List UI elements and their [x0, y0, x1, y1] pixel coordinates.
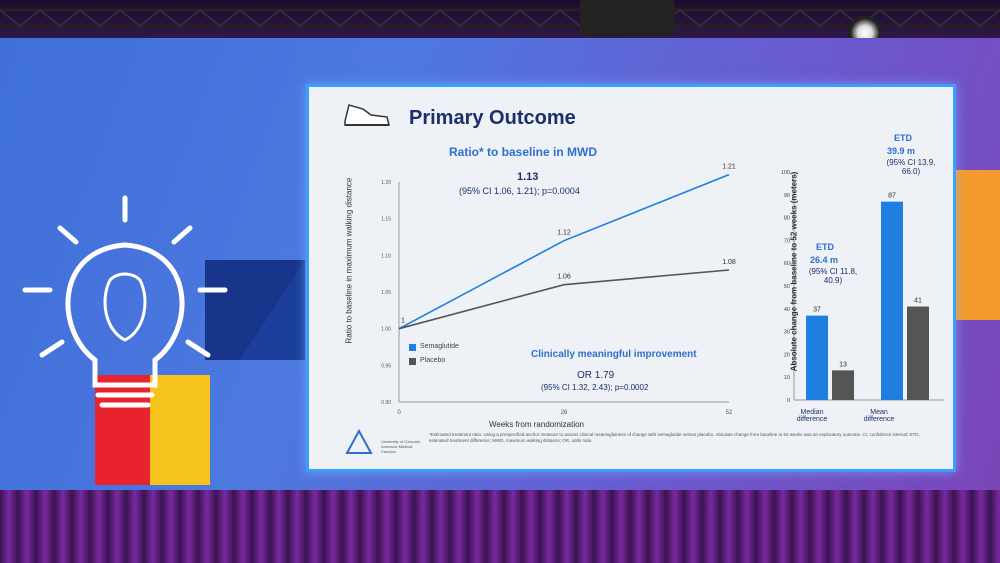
line-y-axis-label: Ratio to baseline in maximum walking dis…	[344, 177, 354, 344]
ratio-value: 1.13	[517, 171, 539, 183]
clinical-label: Clinically meaningful improvement	[531, 349, 697, 360]
bar-data-label: 87	[888, 193, 896, 200]
bar-y-tick-label: 50	[784, 284, 790, 290]
legend-placebo: Placebo	[420, 357, 446, 364]
bar-y-tick-label: 60	[784, 261, 790, 267]
line-data-label: 1.21	[722, 164, 736, 171]
footnote: *Estimated treatment ratio. Using a pres…	[429, 432, 920, 443]
bar-y-tick-label: 20	[784, 352, 790, 358]
lighting-truss	[0, 8, 1000, 28]
bar-data-label: 37	[813, 307, 821, 314]
etd2-label: ETD	[894, 133, 912, 143]
etd1-label: ETD	[816, 242, 834, 252]
line-y-tick-label: 0.95	[381, 363, 391, 369]
bar-semaglutide	[881, 201, 903, 400]
projector	[580, 0, 675, 36]
line-y-tick-label: 1.00	[381, 327, 391, 333]
line-data-label: 1	[401, 318, 405, 325]
ratio-ci: (95% CI 1.06, 1.21); p=0.0004	[459, 186, 580, 196]
bar-y-axis-label: Absolute change from baseline to 52 week…	[789, 171, 799, 372]
bar-y-tick-label: 80	[784, 216, 790, 222]
legend-semaglutide-swatch	[409, 344, 416, 351]
line-y-tick-label: 1.05	[381, 290, 391, 296]
bar-y-tick-label: 100	[781, 170, 790, 176]
line-chart-title: Ratio* to baseline in MWD	[449, 145, 598, 159]
etd2-value: 39.9 m	[887, 146, 916, 156]
bar-data-label: 41	[914, 298, 922, 305]
line-y-tick-label: 1.20	[381, 180, 391, 186]
projected-slide: Primary Outcome Ratio* to baseline in MW…	[306, 84, 956, 472]
logo-text: University of Colorado Anschutz Medical …	[381, 439, 421, 454]
line-series-placebo	[398, 269, 730, 330]
bar-semaglutide	[806, 315, 828, 400]
bar-y-tick-label: 70	[784, 238, 790, 244]
etd2-ci: (95% CI 13.9, 66.0)	[886, 158, 936, 176]
etd1-value: 26.4 m	[810, 255, 839, 265]
bar-y-tick-label: 30	[784, 330, 790, 336]
bar-y-tick-label: 90	[784, 193, 790, 199]
line-x-tick-label: 52	[726, 410, 733, 416]
slide-title: Primary Outcome	[409, 107, 576, 129]
line-data-label: 1.12	[557, 230, 571, 237]
bar-y-tick-label: 10	[784, 375, 790, 381]
bar-data-label: 13	[839, 361, 847, 368]
shoe-icon	[344, 104, 390, 126]
legend-semaglutide: Semaglutide	[420, 343, 459, 350]
or-ci: (95% CI 1.32, 2.43); p=0.0002	[541, 383, 649, 392]
line-x-tick-label: 26	[561, 410, 568, 416]
line-chart: 0.90 0.95 1.00 1.05 1.10 1.15 1.20 0 26 52 1 1.12 1.…	[381, 164, 736, 416]
bar-y-tick-label: 0	[787, 398, 790, 404]
legend-placebo-swatch	[409, 358, 416, 365]
stage-curtain	[0, 490, 1000, 563]
line-data-label: 1.08	[722, 259, 736, 266]
bar-chart: 0 10 20 30 40 50 60 70 80 90 100 37 13 87 41	[781, 170, 944, 404]
orange-accent	[955, 170, 1000, 320]
line-series-semaglutide	[398, 173, 730, 330]
bar-category-mean: Mean difference	[863, 409, 895, 423]
line-data-label: 1.06	[557, 274, 571, 281]
line-y-tick-label: 1.15	[381, 217, 391, 223]
line-x-tick-label: 0	[397, 410, 401, 416]
bar-y-tick-label: 40	[784, 307, 790, 313]
or-value: OR 1.79	[577, 370, 615, 381]
bar-placebo	[832, 370, 854, 400]
etd1-ci: (95% CI 11.8, 40.9)	[808, 267, 858, 285]
line-y-tick-label: 0.90	[381, 400, 391, 406]
line-y-tick-label: 1.10	[381, 253, 391, 259]
lightbulb-heart-graphic	[22, 195, 305, 485]
bar-placebo	[907, 306, 929, 400]
line-x-axis-label: Weeks from randomization	[489, 420, 584, 429]
bar-category-median: Median difference	[796, 409, 828, 423]
logo-icon	[345, 429, 373, 454]
